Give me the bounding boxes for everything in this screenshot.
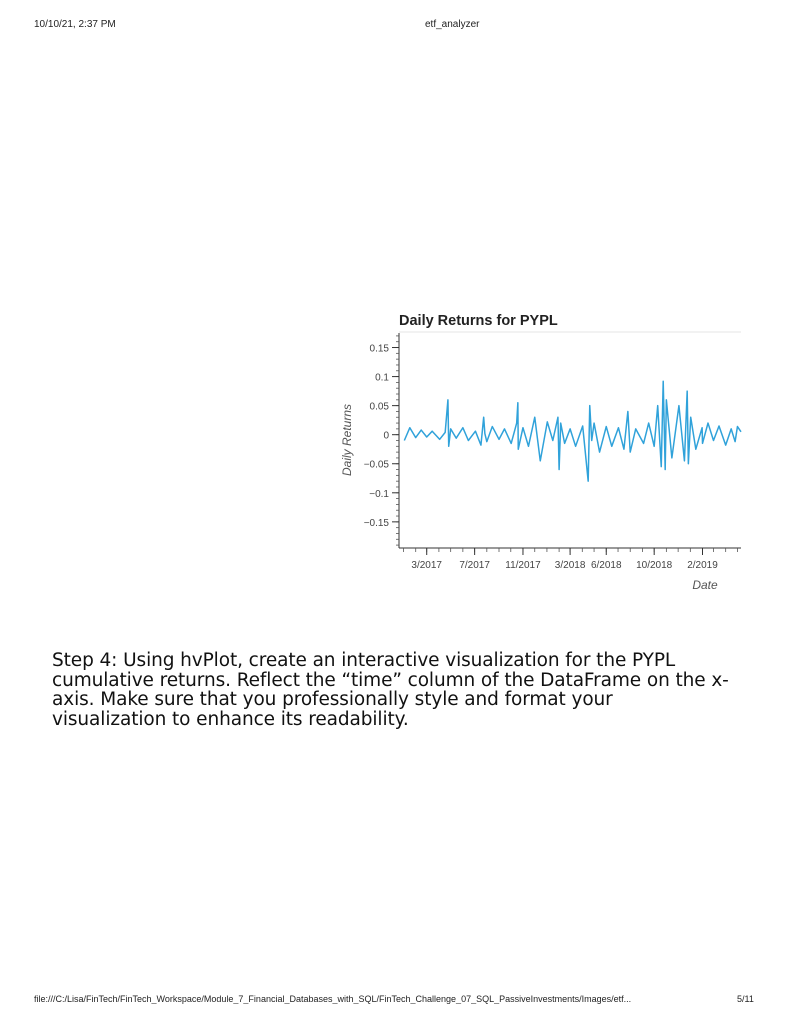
y-tick-label: 0.05	[370, 402, 390, 413]
x-tick-label: 11/2017	[505, 560, 541, 571]
x-tick-label: 2/2019	[687, 560, 718, 571]
step-instruction: Step 4: Using hvPlot, create an interact…	[52, 650, 729, 730]
y-tick-label: −0.05	[364, 460, 390, 471]
print-footer-page-number: 5/11	[737, 994, 754, 1004]
x-tick-label: 6/2018	[591, 560, 622, 571]
x-axis: 3/2017 7/2017 11/2017 3/2018 6/2018 10/2018 2/…	[399, 547, 741, 592]
x-tick-label: 3/2017	[411, 560, 442, 571]
x-tick-label: 7/2017	[459, 560, 490, 571]
y-tick-label: −0.1	[369, 489, 389, 500]
y-tick-label: 0.1	[375, 373, 389, 384]
print-header-title: etf_analyzer	[425, 19, 480, 30]
print-footer-file-path: file:///C:/Lisa/FinTech/FinTech_Workspac…	[34, 994, 632, 1004]
daily-returns-chart[interactable]: Daily Returns for PYPL 3/2017 7/2017 11/20…	[330, 300, 750, 600]
x-tick-label: 3/2018	[555, 560, 586, 571]
y-tick-label: 0	[383, 431, 389, 442]
daily-returns-line	[403, 380, 742, 482]
y-axis: 0.15 0.1 0.05 0 −0.05 −0.1 −0.15 Daily Returns	[340, 333, 400, 548]
x-axis-label: Date	[692, 578, 718, 592]
print-header-datetime: 10/10/21, 2:37 PM	[34, 19, 116, 30]
chart-title: Daily Returns for PYPL	[399, 313, 558, 329]
plot-area[interactable]	[400, 333, 742, 548]
plot-background	[400, 333, 741, 548]
x-tick-label: 10/2018	[636, 560, 673, 571]
x-axis-ticks: 3/2017 7/2017 11/2017 3/2018 6/2018 10/2018 2/…	[411, 548, 718, 571]
y-axis-label: Daily Returns	[340, 404, 354, 476]
y-axis-ticks: 0.15 0.1 0.05 0 −0.05 −0.1 −0.15	[364, 344, 399, 529]
y-tick-label: −0.15	[364, 518, 390, 529]
y-tick-label: 0.15	[370, 344, 390, 355]
